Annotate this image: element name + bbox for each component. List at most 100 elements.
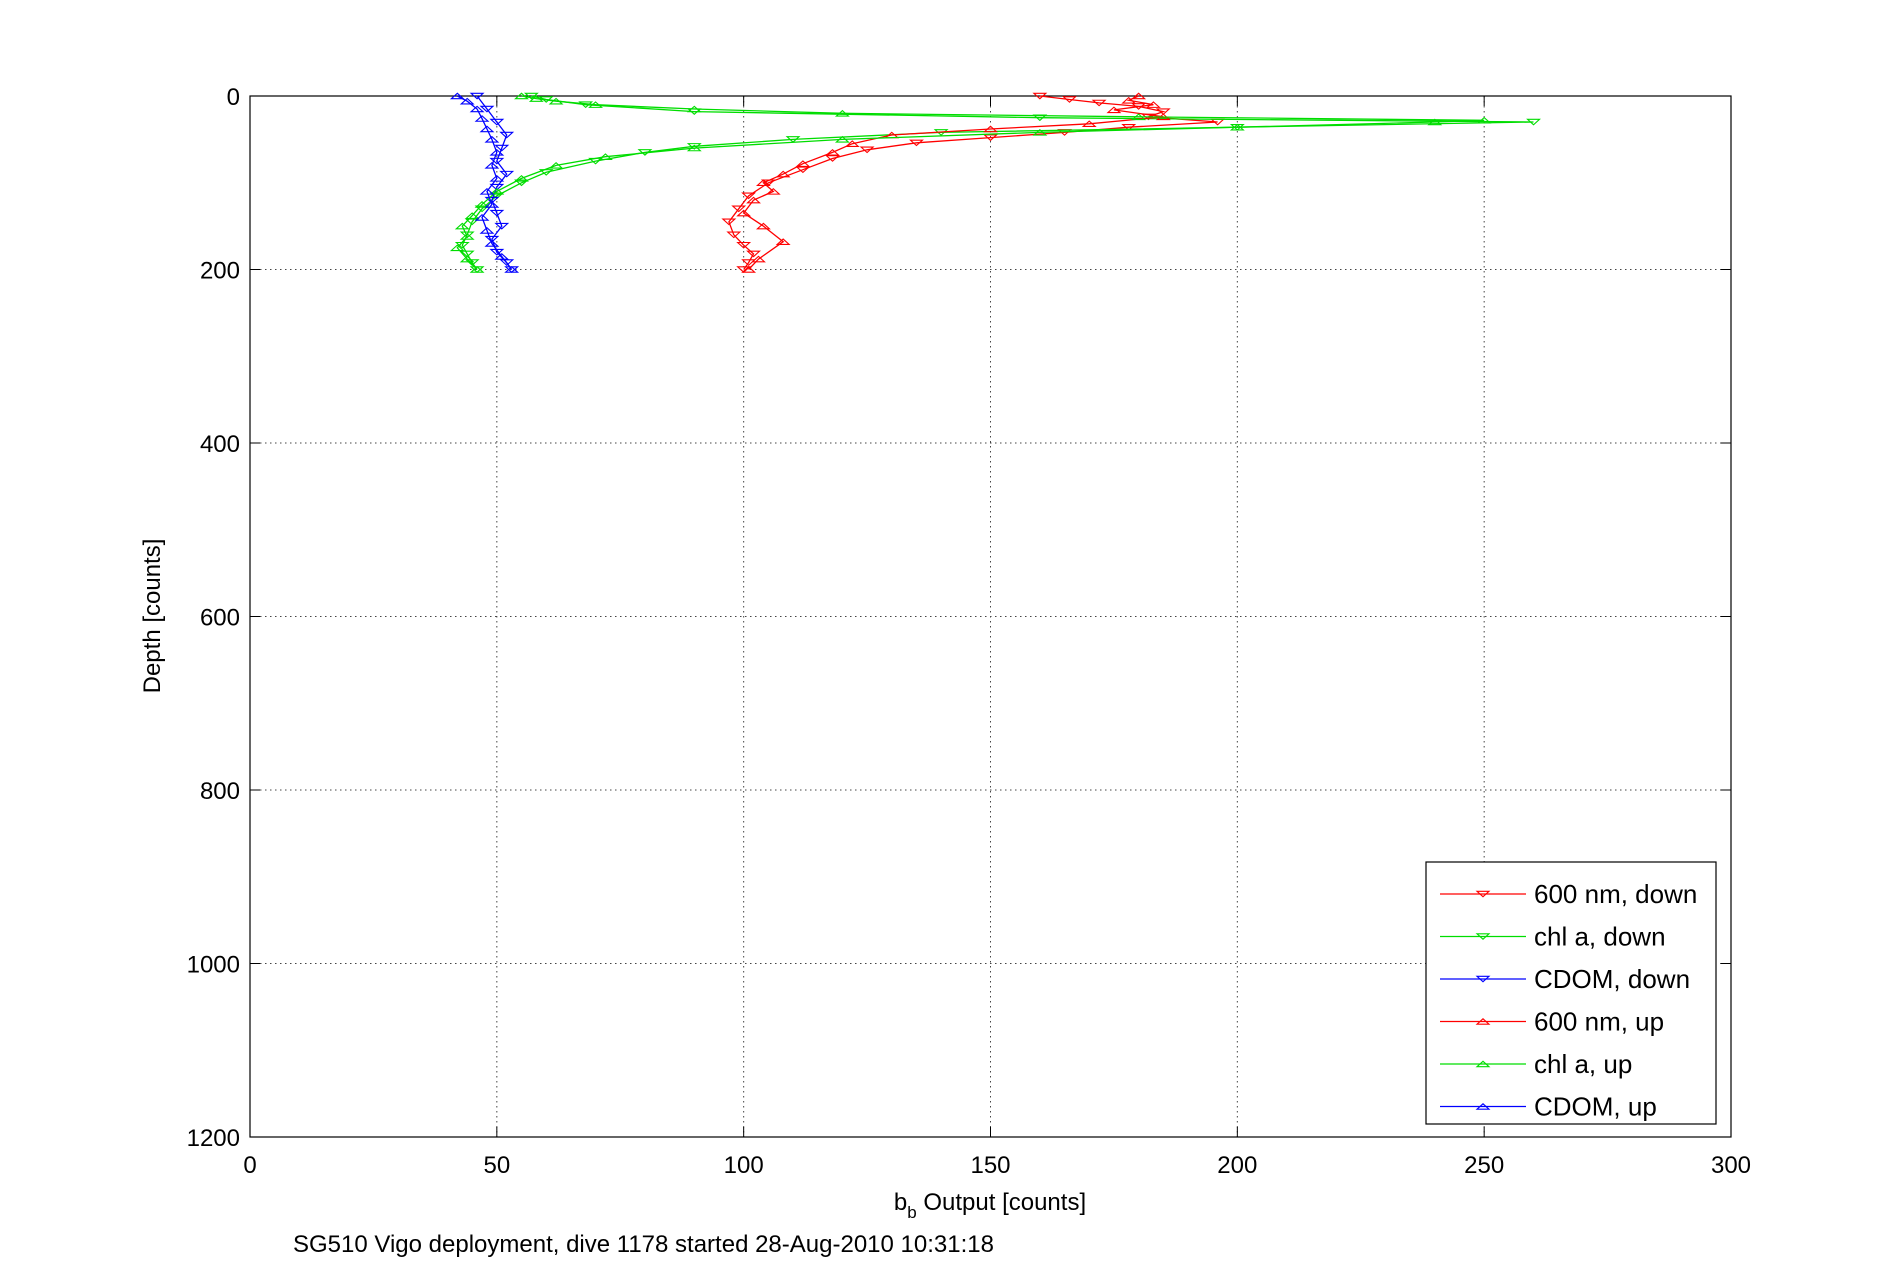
data-point (1526, 118, 1541, 126)
data-point (474, 115, 490, 122)
legend-entry: 600 nm, up (1440, 1007, 1664, 1037)
data-point (859, 146, 875, 154)
data-point (548, 161, 564, 169)
data-point (528, 95, 544, 102)
legend-label: CDOM, up (1534, 1092, 1657, 1122)
axis-ticks (249, 95, 1732, 1138)
x-tick-label: 0 (243, 1152, 256, 1179)
data-point (494, 253, 510, 260)
data-point (1155, 108, 1171, 116)
data-point (464, 259, 480, 266)
data-point (1106, 106, 1122, 114)
y-tick-label: 800 (200, 778, 240, 805)
x-tick-label: 100 (724, 1152, 764, 1179)
data-point (464, 218, 480, 226)
series-line (728, 95, 1218, 270)
data-point (484, 200, 500, 208)
data-point (1062, 96, 1077, 103)
y-tick-label: 200 (200, 258, 240, 285)
legend-label: 600 nm, up (1534, 1007, 1664, 1037)
data-point (479, 105, 495, 113)
data-point (449, 244, 465, 252)
data-point (795, 166, 811, 174)
data-point (504, 266, 520, 273)
data-point (449, 92, 465, 100)
data-point (459, 231, 475, 239)
data-point (721, 218, 737, 226)
legend-box (1425, 861, 1717, 1125)
legend-entry: CDOM, down (1440, 964, 1690, 994)
y-axis-label: Depth [counts] (139, 539, 166, 694)
data-point (1229, 123, 1245, 131)
legend-entry: chl a, up (1440, 1049, 1632, 1079)
legend-marker (1475, 890, 1491, 898)
data-point (548, 97, 564, 105)
data-point (1131, 92, 1147, 100)
y-tick-label: 0 (227, 84, 240, 111)
data-point (489, 148, 505, 156)
data-point (499, 259, 515, 266)
data-point (746, 250, 761, 258)
data-point (736, 209, 752, 217)
y-tick-label: 400 (200, 431, 240, 458)
data-point (484, 240, 500, 247)
data-point (479, 227, 495, 234)
data-point (479, 187, 495, 195)
data-point (1121, 123, 1137, 131)
data-point (755, 222, 771, 230)
series-line (456, 95, 1485, 270)
data-point (469, 92, 485, 100)
data-point (474, 214, 490, 221)
data-point (464, 212, 480, 219)
data-point (746, 196, 761, 204)
data-point (523, 92, 539, 100)
data-point (775, 238, 791, 245)
data-point (598, 153, 613, 160)
data-point (514, 174, 529, 182)
data-point (514, 179, 529, 187)
data-point (454, 222, 470, 230)
legend-marker (1475, 1103, 1491, 1110)
legend: 600 nm, down chl a, down CDOM, down 600 nm,… (1425, 861, 1717, 1125)
data-point (1032, 92, 1048, 100)
x-tick-label: 300 (1711, 1152, 1751, 1179)
data-point (459, 250, 475, 258)
data-point (514, 92, 529, 100)
data-point (489, 209, 505, 217)
x-tick-label: 200 (1217, 1152, 1257, 1179)
data-point (1032, 128, 1048, 136)
data-point (494, 144, 510, 152)
data-point (489, 187, 505, 195)
data-point (736, 266, 752, 273)
y-tick-label: 600 (200, 605, 240, 632)
chart-caption: SG510 Vigo deployment, dive 1178 started… (293, 1231, 994, 1258)
data-point (494, 222, 510, 230)
data-point (983, 134, 998, 142)
legend-entry: 600 nm, down (1440, 879, 1697, 909)
data-point (765, 187, 781, 195)
series-5 (449, 92, 520, 273)
data-point (484, 196, 500, 204)
legend-entry: chl a, down (1440, 922, 1666, 952)
series-4 (449, 92, 1492, 273)
legend-label: chl a, down (1534, 922, 1666, 952)
data-point (469, 105, 485, 113)
data-point (686, 144, 702, 152)
data-point (484, 235, 500, 243)
data-point (588, 101, 603, 108)
grid-lines (250, 96, 1731, 1137)
data-point (736, 241, 752, 249)
data-point (983, 125, 998, 133)
x-axis-label: bb Output [counts] (894, 1189, 1086, 1222)
legend-label: CDOM, down (1534, 964, 1690, 994)
data-point (484, 135, 500, 143)
data-point (726, 231, 742, 239)
data-point (1081, 120, 1097, 128)
data-point (1145, 101, 1161, 108)
data-point (755, 179, 771, 186)
legend-marker (1475, 933, 1491, 940)
data-point (686, 143, 702, 150)
series-line (456, 95, 513, 270)
data-point (469, 266, 485, 273)
